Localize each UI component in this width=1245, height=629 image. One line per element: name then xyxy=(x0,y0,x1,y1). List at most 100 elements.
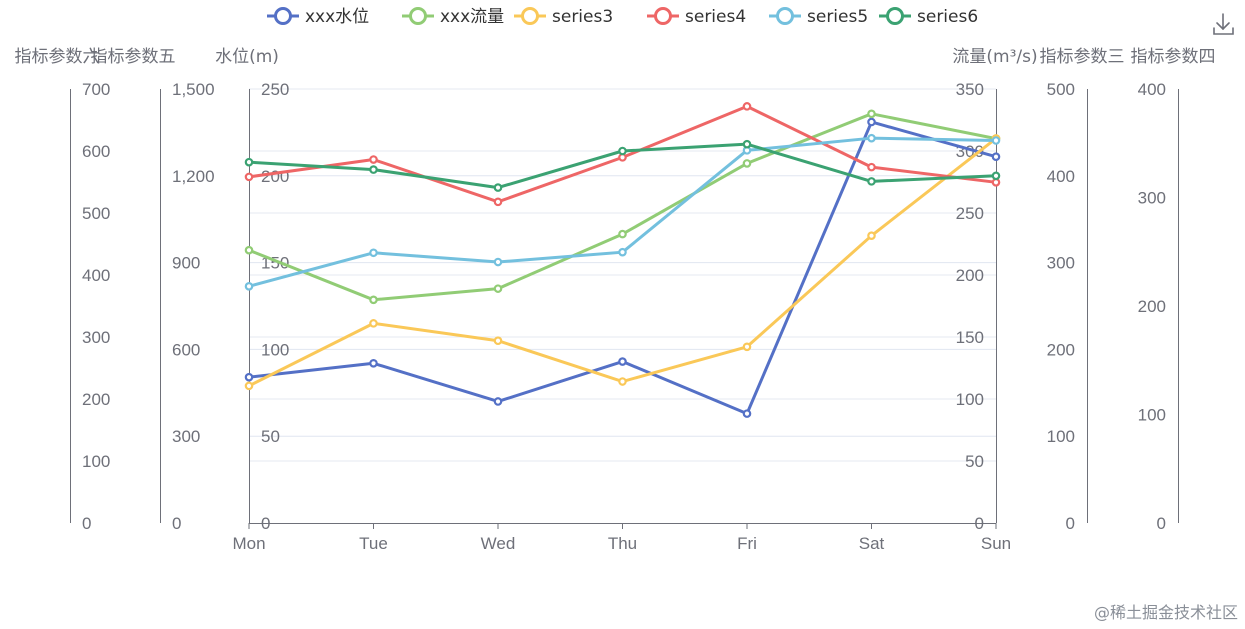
y1-tick-label: 0 xyxy=(975,514,984,533)
data-point[interactable] xyxy=(618,146,627,156)
y3-tick-label: 200 xyxy=(1138,297,1166,316)
y2-tick-label: 300 xyxy=(1047,254,1075,273)
data-point[interactable] xyxy=(618,357,627,366)
y4-tick-label: 300 xyxy=(172,427,200,446)
data-point[interactable] xyxy=(742,342,752,352)
data-point[interactable] xyxy=(244,245,254,255)
x-tick-label: Thu xyxy=(608,534,637,553)
y0-tick-label: 0 xyxy=(261,514,270,533)
data-point[interactable] xyxy=(369,165,378,174)
data-point[interactable] xyxy=(369,295,378,305)
legend-item[interactable]: series3 xyxy=(514,7,613,27)
grid-lines xyxy=(249,88,996,462)
legend-label: series4 xyxy=(685,7,746,27)
y2-tick-label: 500 xyxy=(1047,80,1075,99)
y1-tick-label: 200 xyxy=(956,266,984,285)
data-point[interactable] xyxy=(369,358,378,368)
y5-tick-label: 700 xyxy=(82,80,110,99)
y4-tick-label: 1,200 xyxy=(172,167,215,186)
data-point[interactable] xyxy=(867,177,876,186)
y5-tick-label: 0 xyxy=(82,514,91,533)
data-point[interactable] xyxy=(742,409,752,418)
data-point[interactable] xyxy=(493,336,503,346)
x-tick-label: Tue xyxy=(359,534,388,553)
legend-item[interactable]: xxx水位 xyxy=(267,7,369,27)
y3-tick-label: 300 xyxy=(1138,189,1166,208)
y2-tick-label: 100 xyxy=(1047,427,1075,446)
data-point[interactable] xyxy=(991,171,1001,181)
y5-axis-title: 指标参数六 xyxy=(15,47,100,67)
x-tick-label: Fri xyxy=(737,534,757,553)
y3-tick-label: 100 xyxy=(1138,406,1166,425)
data-point[interactable] xyxy=(369,248,378,258)
legend-item[interactable]: series5 xyxy=(769,7,868,27)
data-point[interactable] xyxy=(493,284,503,293)
data-point[interactable] xyxy=(867,162,876,172)
y0-tick-label: 250 xyxy=(261,80,289,99)
data-point[interactable] xyxy=(742,139,752,149)
y0-tick-label: 50 xyxy=(261,427,280,446)
data-point[interactable] xyxy=(991,152,1001,162)
data-point[interactable] xyxy=(493,183,503,192)
data-point[interactable] xyxy=(867,133,876,143)
watermark-text: @稀土掘金技术社区 xyxy=(1094,603,1238,622)
y1-axis-title: 流量(m³/s) xyxy=(952,47,1037,67)
data-point[interactable] xyxy=(991,136,1001,145)
download-icon xyxy=(1213,13,1234,35)
y5-tick-label: 600 xyxy=(82,142,110,161)
legend-item[interactable]: series4 xyxy=(647,7,746,27)
legend-marker-icon xyxy=(274,7,292,25)
series-6 xyxy=(244,139,1001,192)
data-point[interactable] xyxy=(369,319,378,328)
data-point[interactable] xyxy=(867,117,876,127)
axes: Mon Tue Wed Thu Fri Sat Sun0100200300400500600… xyxy=(15,47,1216,553)
data-point[interactable] xyxy=(867,109,876,119)
series-line xyxy=(248,112,997,302)
data-point[interactable] xyxy=(244,157,254,167)
data-point[interactable] xyxy=(618,377,627,386)
y0-tick-label: 100 xyxy=(261,340,289,359)
legend-marker-icon xyxy=(886,7,904,25)
legend-item[interactable]: xxx流量 xyxy=(402,7,504,27)
y4-axis-title: 指标参数五 xyxy=(91,47,176,67)
series-line xyxy=(248,120,997,416)
data-point[interactable] xyxy=(244,381,254,391)
y1-tick-label: 250 xyxy=(956,204,984,223)
data-point[interactable] xyxy=(742,102,752,111)
download-button[interactable] xyxy=(1208,8,1238,38)
legend-marker-icon xyxy=(409,7,427,25)
series-1 xyxy=(244,117,1001,418)
data-point[interactable] xyxy=(493,257,503,267)
y5-tick-label: 300 xyxy=(82,328,110,347)
x-tick-label: Wed xyxy=(481,534,516,553)
y0-tick-label: 200 xyxy=(261,167,289,186)
data-point[interactable] xyxy=(369,155,378,164)
legend-marker-icon xyxy=(654,7,672,25)
y5-tick-label: 400 xyxy=(82,266,110,285)
legend-label: xxx流量 xyxy=(440,7,504,27)
x-tick-label: Sun xyxy=(981,534,1011,553)
data-point[interactable] xyxy=(244,172,254,182)
data-point[interactable] xyxy=(244,372,254,382)
data-point[interactable] xyxy=(493,397,503,406)
data-point[interactable] xyxy=(742,159,752,168)
x-tick-label: Sat xyxy=(859,534,885,553)
y1-tick-label: 350 xyxy=(956,80,984,99)
y0-axis-title: 水位(m) xyxy=(215,47,279,67)
y4-tick-label: 1,500 xyxy=(172,80,215,99)
data-point[interactable] xyxy=(867,231,876,240)
y1-tick-label: 100 xyxy=(956,390,984,409)
data-point[interactable] xyxy=(618,247,627,257)
series-lines xyxy=(244,102,1001,418)
y3-tick-label: 400 xyxy=(1138,80,1166,99)
data-point[interactable] xyxy=(493,197,503,207)
legend-label: series6 xyxy=(917,7,978,27)
legend[interactable]: xxx水位 xxx流量 series3 series4 series5 series6 xyxy=(267,7,978,27)
y5-tick-label: 200 xyxy=(82,390,110,409)
legend-item[interactable]: series6 xyxy=(879,7,978,27)
data-point[interactable] xyxy=(618,229,627,239)
y5-tick-label: 100 xyxy=(82,452,110,471)
data-point[interactable] xyxy=(244,282,254,291)
